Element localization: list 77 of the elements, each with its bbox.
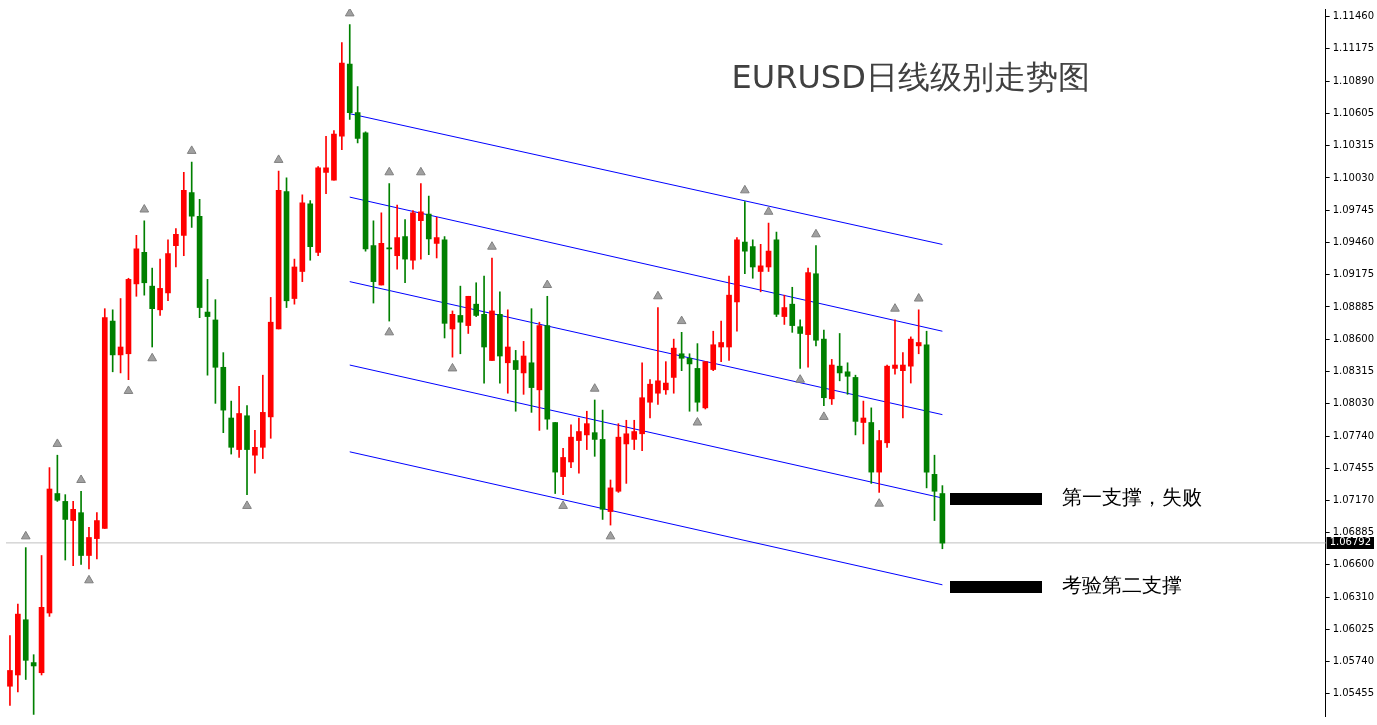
candlestick bbox=[504, 309, 511, 394]
candlestick bbox=[418, 183, 424, 260]
point bbox=[653, 290, 663, 300]
candlestick bbox=[836, 333, 843, 382]
candlestick bbox=[386, 183, 393, 322]
candlestick bbox=[742, 201, 748, 275]
point bbox=[542, 279, 553, 289]
y-tick-label: 1.10890 bbox=[1332, 74, 1375, 86]
y-tick-label: 1.11460 bbox=[1332, 10, 1375, 22]
point bbox=[740, 184, 750, 194]
y-tick-label: 1.06600 bbox=[1332, 558, 1375, 570]
point bbox=[890, 303, 900, 312]
point bbox=[605, 530, 616, 540]
candlestick bbox=[7, 635, 13, 706]
y-tick-label: 1.10315 bbox=[1332, 139, 1375, 151]
candlestick bbox=[70, 501, 76, 566]
point bbox=[874, 498, 885, 507]
point bbox=[819, 411, 829, 420]
point bbox=[589, 383, 600, 392]
candlestick bbox=[591, 399, 598, 457]
candlestick bbox=[718, 320, 724, 362]
point bbox=[147, 352, 158, 362]
y-tick-label: 1.11175 bbox=[1332, 42, 1375, 54]
point bbox=[384, 166, 395, 176]
y-tick-label: 1.10030 bbox=[1332, 171, 1375, 183]
y-tick-label: 1.09745 bbox=[1332, 203, 1375, 215]
candlestick bbox=[662, 361, 669, 395]
y-tick-label: 1.08030 bbox=[1332, 396, 1375, 408]
candlestick bbox=[655, 307, 661, 405]
point bbox=[20, 530, 31, 540]
point bbox=[447, 362, 458, 372]
y-tick-label: 1.05740 bbox=[1332, 655, 1375, 667]
point bbox=[52, 438, 63, 447]
point bbox=[763, 206, 774, 215]
point bbox=[186, 145, 197, 154]
point bbox=[344, 9, 355, 17]
annotation: 第一支撑，失败 bbox=[1062, 485, 1202, 510]
candlestick bbox=[512, 350, 519, 412]
point bbox=[692, 417, 703, 426]
point bbox=[487, 241, 497, 250]
annotation: 考验第二支撑 bbox=[1062, 573, 1182, 598]
point bbox=[273, 154, 284, 163]
point bbox=[84, 574, 94, 584]
candlestick bbox=[797, 319, 803, 369]
point bbox=[811, 228, 821, 238]
candlestick bbox=[892, 319, 898, 375]
y-tick-label: 1.05455 bbox=[1332, 687, 1375, 699]
point bbox=[913, 293, 924, 302]
y-tick-label: 1.09460 bbox=[1332, 235, 1375, 247]
candlestick bbox=[576, 417, 582, 474]
y-tick-label: 1.08885 bbox=[1332, 300, 1375, 312]
point bbox=[795, 374, 805, 383]
y-tick-label: 1.07170 bbox=[1332, 493, 1375, 505]
y-tick-label: 1.08600 bbox=[1332, 332, 1375, 344]
y-tick-label: 1.07455 bbox=[1332, 461, 1375, 473]
point bbox=[139, 204, 150, 213]
point bbox=[676, 315, 687, 325]
point bbox=[123, 385, 134, 394]
y-tick-label: 1.09175 bbox=[1332, 267, 1375, 279]
point bbox=[384, 326, 395, 336]
text: EURUSD日线级别走势图 bbox=[731, 58, 1090, 97]
y-tick-label: 1.10605 bbox=[1332, 106, 1375, 118]
candlestick bbox=[623, 419, 630, 484]
candlestick bbox=[900, 352, 906, 419]
point bbox=[558, 500, 568, 509]
candlestick bbox=[323, 135, 329, 195]
point bbox=[76, 474, 86, 483]
y-tick-label: 1.08315 bbox=[1332, 364, 1375, 376]
y-tick-label: 1.06885 bbox=[1332, 526, 1375, 537]
y-tick-label: 1.06025 bbox=[1332, 622, 1375, 634]
y-tick-label: 1.06310 bbox=[1332, 590, 1375, 602]
y-tick-label: 1.07740 bbox=[1332, 429, 1375, 441]
ref-line-label: 1.06792 bbox=[1329, 536, 1372, 548]
candlestick bbox=[252, 430, 258, 474]
point bbox=[416, 166, 426, 176]
candlestick bbox=[915, 309, 922, 355]
point bbox=[242, 500, 252, 509]
